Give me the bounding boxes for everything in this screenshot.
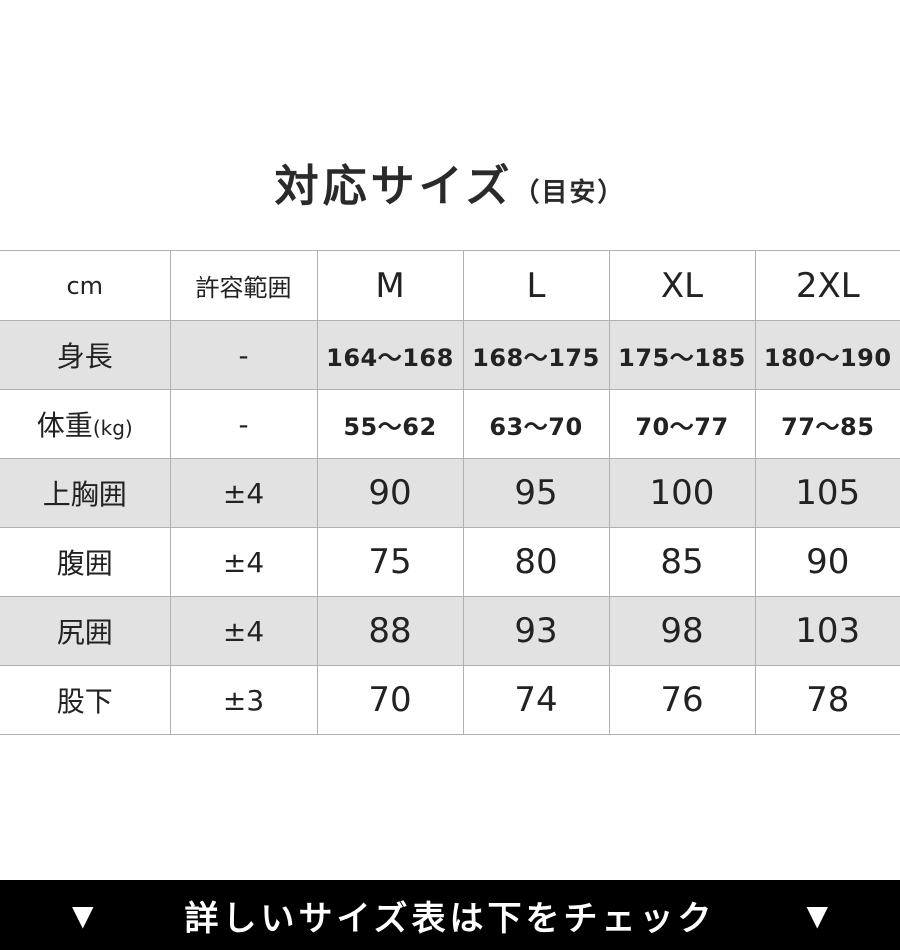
table-row: 尻囲 ±4 88 93 98 103 <box>0 596 900 666</box>
table-row: 体重(kg) - 55～62 63～70 70～77 77～85 <box>0 389 900 459</box>
down-triangle-icon: ▼ <box>72 898 98 932</box>
header-size-m: M <box>316 250 464 321</box>
header-size-2xl: 2XL <box>754 250 900 321</box>
cell-l: 63～70 <box>462 389 610 459</box>
size-table: cm 許容範囲 M L XL 2XL 身長 - 164～168 168～175 … <box>0 250 900 735</box>
table-row: 身長 - 164～168 168～175 175～185 180～190 <box>0 320 900 390</box>
cell-2xl: 103 <box>754 596 900 666</box>
cell-2xl: 77～85 <box>754 389 900 459</box>
cell-xl: 85 <box>608 527 756 597</box>
banner-text: 詳しいサイズ表は下をチェック <box>184 898 716 939</box>
row-label: 体重(kg) <box>0 389 171 459</box>
cell-m: 55～62 <box>316 389 464 459</box>
cell-xl: 98 <box>608 596 756 666</box>
cell-l: 93 <box>462 596 610 666</box>
cell-l: 74 <box>462 665 610 735</box>
cell-m: 75 <box>316 527 464 597</box>
row-tolerance: ±3 <box>169 665 318 735</box>
cell-xl: 70～77 <box>608 389 756 459</box>
cell-m: 88 <box>316 596 464 666</box>
row-tolerance: - <box>169 389 318 459</box>
row-label: 股下 <box>0 665 171 735</box>
header-unit: cm <box>0 250 171 321</box>
header-size-l: L <box>462 250 610 321</box>
size-chart-banner: ▼ 詳しいサイズ表は下をチェック ▼ <box>0 880 900 950</box>
table-row: 腹囲 ±4 75 80 85 90 <box>0 527 900 597</box>
cell-2xl: 78 <box>754 665 900 735</box>
row-label: 身長 <box>0 320 171 390</box>
title-main: 対応サイズ <box>274 161 514 212</box>
table-row: 股下 ±3 70 74 76 78 <box>0 665 900 735</box>
down-triangle-icon: ▼ <box>806 898 832 932</box>
cell-l: 80 <box>462 527 610 597</box>
cell-xl: 76 <box>608 665 756 735</box>
cell-l: 168～175 <box>462 320 610 390</box>
row-label: 腹囲 <box>0 527 171 597</box>
cell-2xl: 105 <box>754 458 900 528</box>
row-tolerance: - <box>169 320 318 390</box>
cell-xl: 175～185 <box>608 320 756 390</box>
cell-2xl: 90 <box>754 527 900 597</box>
row-tolerance: ±4 <box>169 596 318 666</box>
page-title: 対応サイズ（目安） <box>0 150 900 214</box>
row-tolerance: ±4 <box>169 527 318 597</box>
cell-xl: 100 <box>608 458 756 528</box>
cell-m: 90 <box>316 458 464 528</box>
cell-m: 70 <box>316 665 464 735</box>
cell-2xl: 180～190 <box>754 320 900 390</box>
table-header-row: cm 許容範囲 M L XL 2XL <box>0 250 900 321</box>
table-row: 上胸囲 ±4 90 95 100 105 <box>0 458 900 528</box>
row-tolerance: ±4 <box>169 458 318 528</box>
cell-m: 164～168 <box>316 320 464 390</box>
header-tolerance: 許容範囲 <box>169 250 318 321</box>
row-label: 尻囲 <box>0 596 171 666</box>
cell-l: 95 <box>462 458 610 528</box>
title-sub: （目安） <box>513 178 626 208</box>
row-label: 上胸囲 <box>0 458 171 528</box>
header-size-xl: XL <box>608 250 756 321</box>
